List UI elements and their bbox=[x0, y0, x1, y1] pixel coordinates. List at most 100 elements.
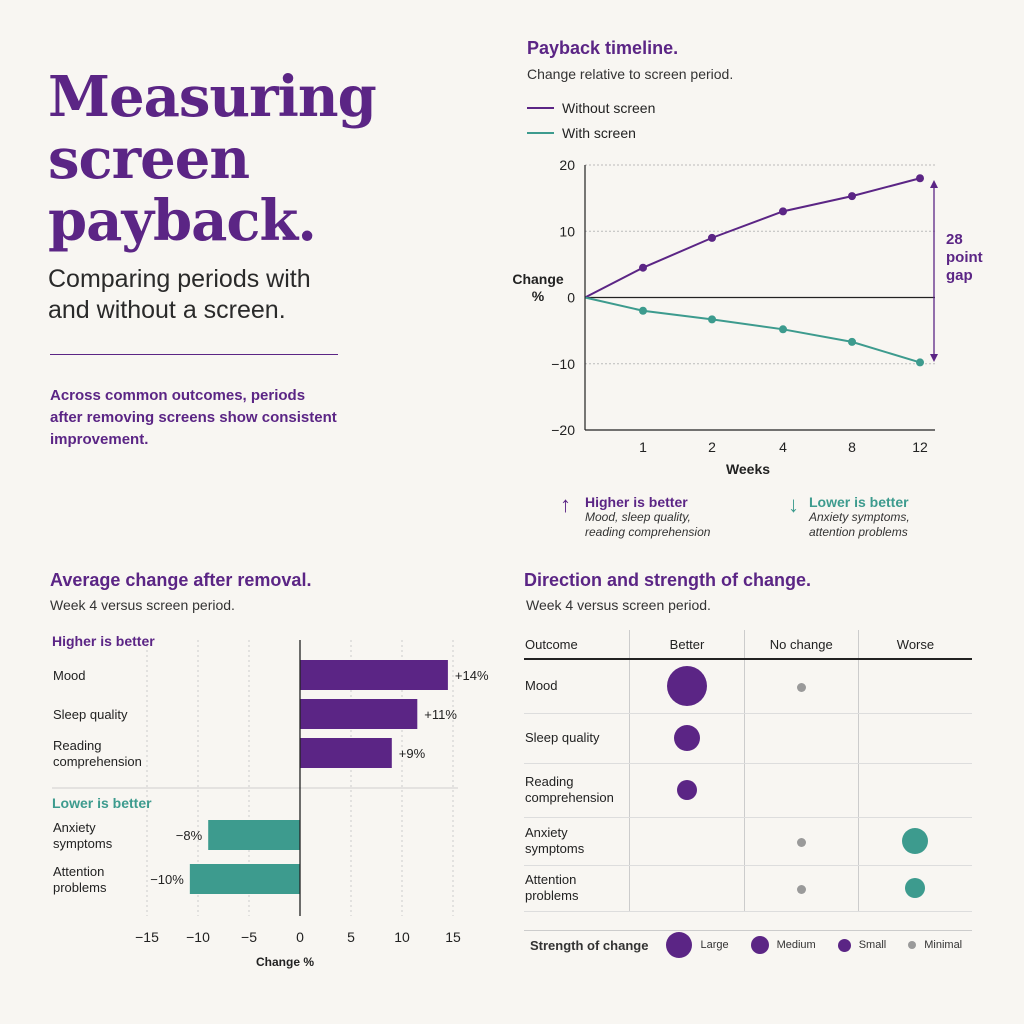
page-title: Measuring screen payback. bbox=[48, 64, 377, 254]
strength-legend-item: Large bbox=[666, 932, 729, 958]
data-point bbox=[848, 192, 856, 201]
legend-dot bbox=[837, 938, 851, 952]
strength-legend-item: Minimal bbox=[908, 939, 962, 951]
category-label: Reading bbox=[53, 738, 101, 753]
timeline-legend: Without screen With screen bbox=[527, 100, 655, 141]
higher-better-note: ↑ Higher is better Mood, sleep quality, … bbox=[560, 494, 710, 540]
table-row: Sleep quality bbox=[524, 713, 972, 764]
x-tick-label: 2 bbox=[708, 439, 716, 455]
category-label: Attention bbox=[53, 864, 104, 879]
strength-dot bbox=[796, 884, 806, 894]
strength-dot bbox=[796, 837, 806, 847]
category-label: Mood bbox=[53, 668, 86, 683]
series-line-without-screen bbox=[584, 177, 921, 299]
data-point bbox=[848, 337, 856, 346]
group-higher-label: Higher is better bbox=[52, 633, 155, 649]
data-label: −8% bbox=[176, 828, 203, 843]
bar-chart: Higher is better Lower is better Mood +14… bbox=[52, 633, 489, 969]
lower-better-desc-2: attention problems bbox=[809, 525, 908, 539]
legend-dot bbox=[908, 941, 917, 949]
x-tick-label: −5 bbox=[241, 929, 257, 945]
x-tick-label: 10 bbox=[394, 929, 410, 945]
x-tick-label: 1 bbox=[639, 439, 647, 455]
lower-better-desc-1: Anxiety symptoms, bbox=[809, 510, 910, 524]
page-title-line-2: screen bbox=[48, 126, 250, 192]
page-title-line-1: Measuring bbox=[48, 64, 377, 130]
direction-title: Direction and strength of change. bbox=[524, 570, 812, 590]
page-title-line-3: payback. bbox=[48, 188, 317, 254]
table-row: Reading comprehension bbox=[524, 763, 972, 818]
data-point bbox=[708, 315, 716, 324]
table-row: Mood bbox=[524, 659, 972, 714]
data-point bbox=[916, 174, 924, 183]
x-tick-label: −10 bbox=[186, 929, 210, 945]
category-label: symptoms bbox=[53, 836, 113, 851]
bar bbox=[300, 738, 392, 768]
legend-label: Without screen bbox=[562, 100, 655, 116]
table-row: Anxiety symptoms bbox=[524, 817, 972, 866]
bars-title: Average change after removal. bbox=[50, 570, 312, 590]
x-axis-label: Weeks bbox=[726, 461, 770, 477]
bars-subtitle: Week 4 versus screen period. bbox=[50, 597, 235, 613]
category-label: Sleep quality bbox=[53, 707, 128, 722]
legend-dot bbox=[750, 936, 769, 954]
outcome-label: Reading comprehension bbox=[524, 763, 630, 818]
data-point bbox=[779, 207, 787, 216]
bar bbox=[208, 820, 300, 850]
x-tick-label: −15 bbox=[135, 929, 159, 945]
legend-label: Medium bbox=[776, 939, 816, 951]
legend-label: Minimal bbox=[924, 939, 963, 951]
down-arrow-icon: ↓ bbox=[788, 492, 799, 517]
strength-dot bbox=[902, 828, 929, 854]
data-label: +11% bbox=[424, 707, 457, 722]
data-point bbox=[708, 233, 716, 242]
table-row: Attention problems bbox=[524, 865, 972, 912]
x-tick-label: 8 bbox=[848, 439, 856, 455]
up-arrow-icon: ↑ bbox=[560, 492, 571, 517]
strength-dot bbox=[677, 780, 698, 800]
gap-annotation bbox=[930, 180, 938, 362]
direction-table: Outcome Better No change Worse Mood Sleep qu… bbox=[524, 630, 972, 931]
legend-label: Large bbox=[700, 939, 729, 951]
higher-better-desc-1: Mood, sleep quality, bbox=[585, 510, 691, 524]
bar bbox=[300, 699, 418, 729]
data-point bbox=[639, 306, 647, 315]
y-tick-label: 20 bbox=[559, 157, 575, 173]
timeline-title: Payback timeline. bbox=[527, 38, 679, 58]
legend-label: Small bbox=[858, 939, 887, 951]
strength-legend-item: Medium bbox=[750, 936, 816, 954]
column-header: Better bbox=[629, 630, 745, 660]
x-tick-label: 5 bbox=[347, 929, 355, 945]
gap-label-2: point bbox=[946, 249, 983, 266]
group-lower-label: Lower is better bbox=[52, 795, 152, 811]
strength-dot bbox=[674, 725, 701, 751]
outcome-label: Attention problems bbox=[524, 865, 630, 912]
lower-better-note: ↓ Lower is better Anxiety symptoms, atte… bbox=[788, 494, 910, 540]
bar bbox=[300, 660, 448, 690]
legend-dot bbox=[666, 932, 693, 958]
strength-dot bbox=[905, 878, 926, 898]
data-point bbox=[916, 358, 924, 367]
bar bbox=[189, 864, 300, 894]
timeline-subtitle: Change relative to screen period. bbox=[527, 66, 734, 82]
y-tick-label: −20 bbox=[551, 422, 575, 438]
strength-legend-label: Strength of change bbox=[530, 937, 649, 953]
strength-legend-item: Small bbox=[837, 938, 887, 952]
y-axis-label-line-1: Change bbox=[512, 271, 564, 287]
data-label: +9% bbox=[399, 746, 426, 761]
series-line-with-screen bbox=[584, 296, 921, 364]
summary-note: Across common outcomes, periods after re… bbox=[50, 387, 337, 448]
lower-better-label: Lower is better bbox=[809, 494, 909, 510]
outcome-label: Mood bbox=[524, 659, 630, 714]
x-tick-label: 15 bbox=[445, 929, 461, 945]
category-label: Anxiety bbox=[53, 820, 96, 835]
higher-better-label: Higher is better bbox=[585, 494, 688, 510]
page-subtitle: Comparing periods with and without a scr… bbox=[48, 265, 311, 324]
direction-subtitle: Week 4 versus screen period. bbox=[526, 597, 711, 613]
column-header: No change bbox=[743, 630, 859, 660]
legend-label: With screen bbox=[562, 125, 636, 141]
outcome-label: Anxiety symptoms bbox=[524, 817, 630, 866]
x-tick-label: 0 bbox=[296, 929, 304, 945]
strength-legend: Strength of change Large Medium Small Minim… bbox=[530, 932, 984, 958]
